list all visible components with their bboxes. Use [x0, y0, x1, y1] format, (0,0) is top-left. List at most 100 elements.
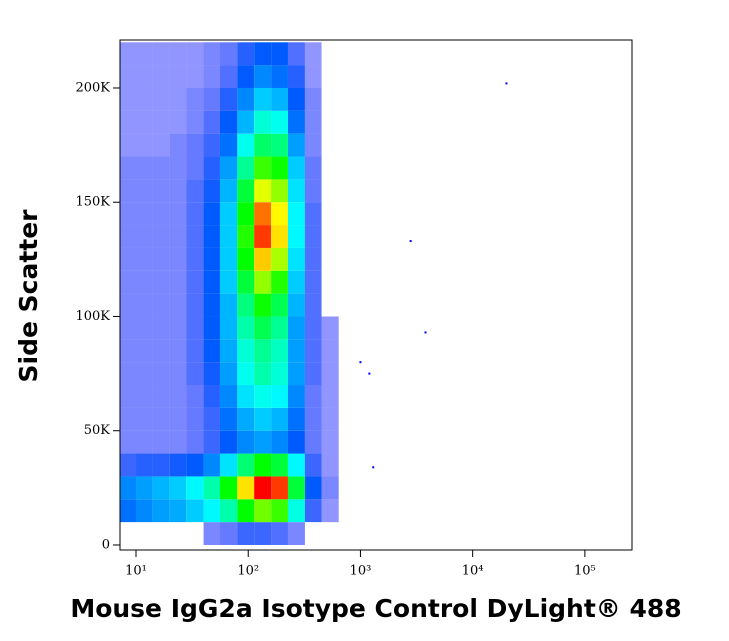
density-cell [136, 430, 153, 454]
density-cell [152, 499, 170, 523]
density-cell [169, 202, 187, 226]
density-cell [321, 316, 339, 340]
density-cell [219, 339, 238, 363]
density-cell [219, 202, 238, 226]
y-tick-label: 200K [75, 80, 110, 95]
density-cell [120, 385, 137, 408]
density-cell [203, 407, 220, 431]
density-cell [136, 133, 153, 157]
density-cell [287, 362, 305, 386]
density-cell [237, 179, 255, 203]
density-cell [287, 385, 305, 408]
density-cell [186, 476, 204, 500]
density-cell [186, 385, 204, 408]
density-cell [237, 225, 255, 248]
density-cell [321, 453, 339, 477]
density-cell [203, 225, 220, 248]
density-cell [203, 385, 220, 408]
density-cell [219, 179, 238, 203]
density-cell [203, 453, 220, 477]
density-cell [120, 202, 137, 226]
density-cell [237, 202, 255, 226]
density-cell [169, 407, 187, 431]
density-cell [136, 87, 153, 111]
density-cell [304, 110, 322, 134]
density-cell [254, 476, 272, 500]
density-cell [304, 202, 322, 226]
density-cell [254, 453, 272, 477]
density-cell [321, 362, 339, 386]
density-cell [186, 293, 204, 317]
density-cell [271, 156, 288, 180]
density-cell [304, 499, 322, 523]
density-cell [169, 293, 187, 317]
density-cell [271, 362, 288, 386]
density-cell [136, 110, 153, 134]
density-cell [169, 270, 187, 294]
density-cell [152, 179, 170, 203]
density-cell [254, 362, 272, 386]
density-cell [219, 87, 238, 111]
density-cell [152, 316, 170, 340]
density-cell [152, 270, 170, 294]
density-cell [169, 110, 187, 134]
density-cell [219, 362, 238, 386]
y-tick-label: 150K [75, 195, 110, 210]
density-cell [152, 385, 170, 408]
density-cell [152, 476, 170, 500]
density-cell [186, 499, 204, 523]
density-cell [304, 133, 322, 157]
density-cell [152, 430, 170, 454]
density-cell [136, 316, 153, 340]
density-cell [304, 87, 322, 111]
density-cell [254, 247, 272, 271]
density-cell [203, 499, 220, 523]
density-cell [152, 453, 170, 477]
event-point [409, 240, 412, 243]
density-cell [254, 430, 272, 454]
density-cell [136, 225, 153, 248]
density-cell [203, 522, 220, 545]
density-cell [321, 385, 339, 408]
x-tick-label: 10¹ [125, 564, 147, 579]
density-cell [120, 247, 137, 271]
density-cell [219, 407, 238, 431]
density-cell [321, 407, 339, 431]
density-cell [219, 247, 238, 271]
density-cell [287, 87, 305, 111]
density-cell [271, 179, 288, 203]
density-cell [237, 385, 255, 408]
density-cell [120, 339, 137, 363]
density-cell [287, 225, 305, 248]
x-tick-label: 10³ [350, 564, 372, 579]
event-point [359, 361, 362, 364]
density-cell [219, 42, 238, 66]
density-cell [219, 293, 238, 317]
density-cell [254, 42, 272, 66]
density-cell [169, 499, 187, 523]
density-cell [304, 385, 322, 408]
density-cell [120, 110, 137, 134]
density-cell [186, 179, 204, 203]
density-cell [237, 42, 255, 66]
density-cell [287, 65, 305, 88]
density-cell [287, 430, 305, 454]
density-cell [271, 385, 288, 408]
density-cell [136, 499, 153, 523]
density-cell [152, 362, 170, 386]
density-cell [287, 247, 305, 271]
density-cell [304, 316, 322, 340]
density-cell [136, 179, 153, 203]
density-cell [136, 247, 153, 271]
density-cell [169, 87, 187, 111]
density-cell [169, 430, 187, 454]
density-cell [287, 133, 305, 157]
density-cell [203, 65, 220, 88]
density-cell [120, 225, 137, 248]
density-cell [304, 42, 322, 66]
density-cell [237, 407, 255, 431]
density-cell [120, 407, 137, 431]
density-cell [271, 453, 288, 477]
density-cell [203, 362, 220, 386]
density-cell [186, 87, 204, 111]
